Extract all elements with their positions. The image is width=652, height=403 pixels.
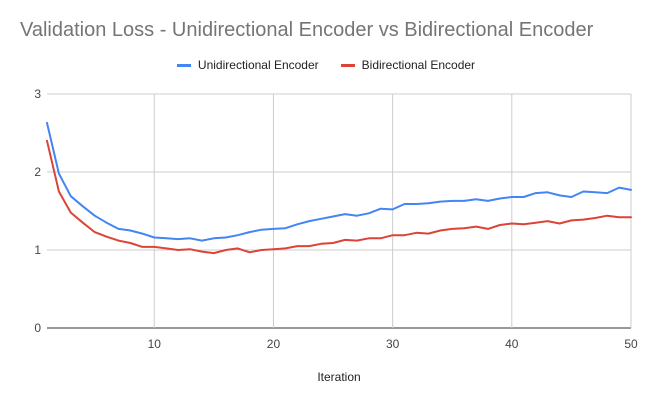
- x-tick-label: 50: [624, 337, 638, 351]
- series-lines: [46, 121, 632, 255]
- y-tick-label: 3: [34, 87, 41, 101]
- series-line-unidirectional[interactable]: [46, 121, 632, 242]
- chart-title: Validation Loss - Unidirectional Encoder…: [20, 19, 594, 41]
- y-tick-label: 2: [34, 165, 41, 179]
- series-line-bidirectional[interactable]: [46, 139, 632, 255]
- legend-swatch-bidirectional: [340, 63, 355, 67]
- legend: Unidirectional Encoder Bidirectional Enc…: [0, 58, 652, 72]
- x-tick-label: 10: [148, 337, 162, 351]
- legend-item-bidirectional[interactable]: Bidirectional Encoder: [340, 58, 476, 72]
- legend-label-bidirectional: Bidirectional Encoder: [361, 58, 476, 72]
- y-tick-label: 1: [34, 243, 41, 257]
- x-tick-label: 40: [505, 337, 519, 351]
- x-tick-label: 20: [267, 337, 281, 351]
- tick-labels: 0 1 2 3 10 20 30 40 50: [34, 87, 638, 351]
- y-tick-label: 0: [34, 321, 41, 335]
- gridlines: [47, 93, 632, 329]
- x-tick-label: 30: [386, 337, 400, 351]
- legend-swatch-unidirectional: [176, 63, 191, 67]
- legend-item-unidirectional[interactable]: Unidirectional Encoder: [176, 58, 319, 72]
- legend-label-unidirectional: Unidirectional Encoder: [197, 58, 319, 72]
- x-axis-label: Iteration: [317, 370, 360, 384]
